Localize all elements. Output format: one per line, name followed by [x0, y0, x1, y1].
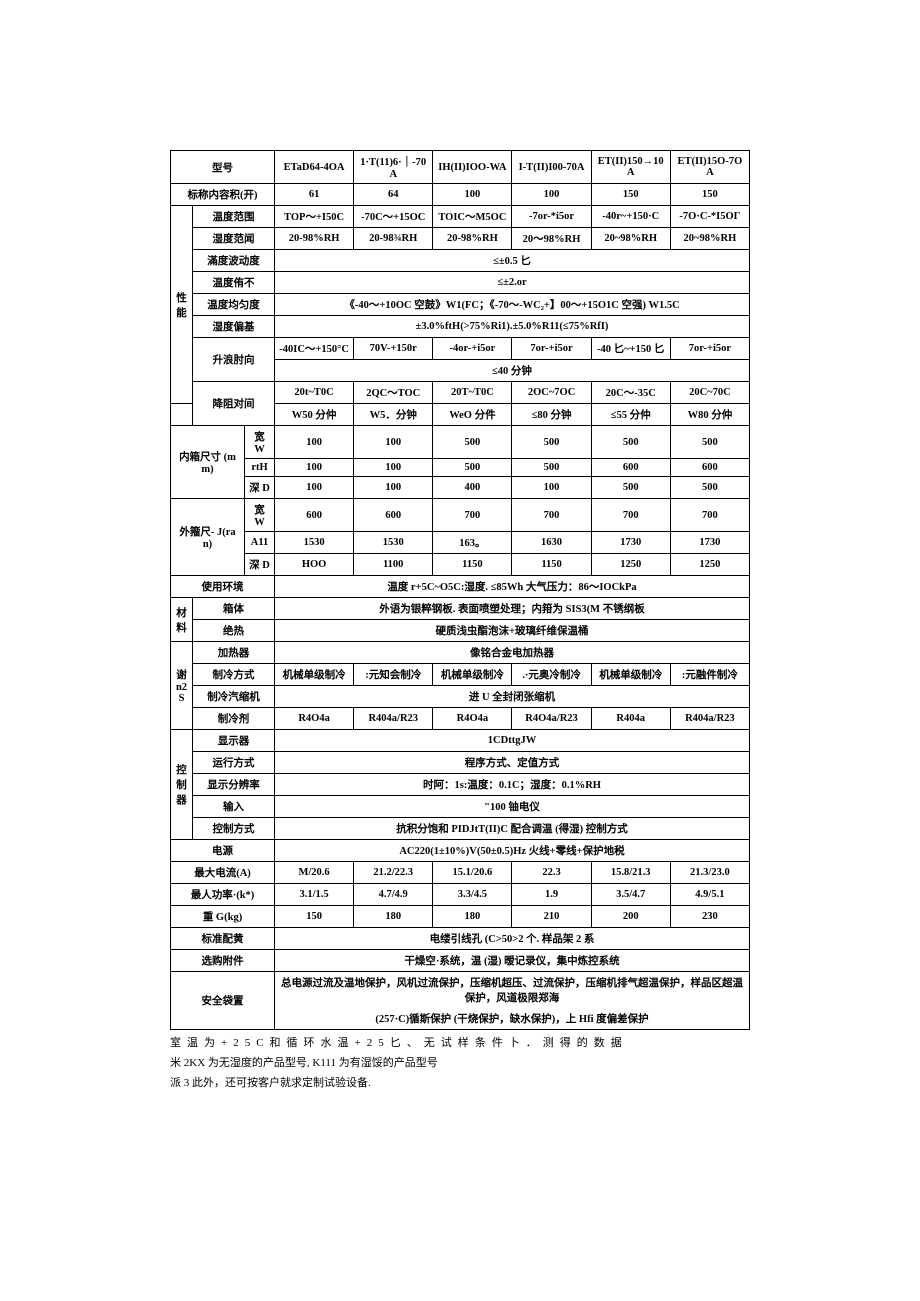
note-2: 米 2KX 为无湿度的产品型号, K111 为有湿馁的产品型号 — [170, 1054, 750, 1074]
model-label: 型号 — [171, 151, 275, 184]
model-6: ET(II)15O-7OA — [670, 151, 749, 184]
model-2: 1·T(11)6·｜-70A — [354, 151, 433, 184]
perf-label: 性 能 — [171, 206, 193, 404]
header-row: 型号 ETaD64-4OA 1·T(11)6·｜-70A IH(II)IOO-W… — [171, 151, 750, 184]
model-3: IH(II)IOO-WA — [433, 151, 512, 184]
nominal-label: 标称内容积(开) — [171, 184, 275, 206]
spec-table: 型号 ETaD64-4OA 1·T(11)6·｜-70A IH(II)IOO-W… — [170, 150, 750, 1030]
model-4: I-T(II)I00-70A — [512, 151, 591, 184]
note-1: 室温为+25C和循环水温+25匕、无试样条件卜．测得的数据 — [170, 1034, 750, 1054]
footnotes: 室温为+25C和循环水温+25匕、无试样条件卜．测得的数据 米 2KX 为无湿度… — [170, 1034, 750, 1093]
note-3: 派 3 此外，还可按客户就求定制试验设备. — [170, 1074, 750, 1094]
model-5: ET(II)150→10A — [591, 151, 670, 184]
model-1: ETaD64-4OA — [275, 151, 354, 184]
